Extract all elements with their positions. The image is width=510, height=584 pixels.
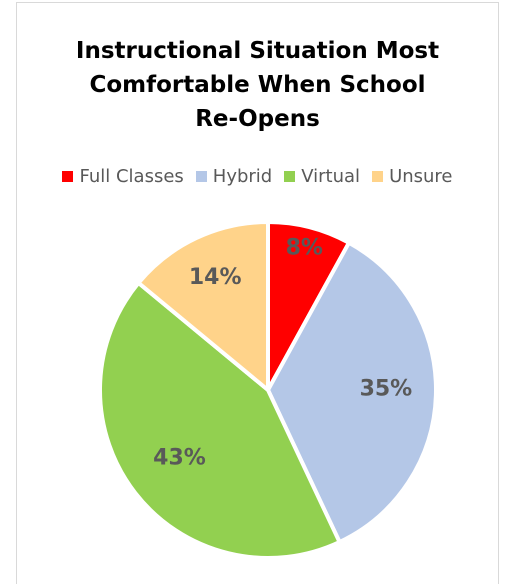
data-label-virtual: 43% bbox=[153, 446, 206, 471]
legend-item-virtual: Virtual bbox=[284, 166, 360, 187]
chart-title-line-1: Instructional Situation Most bbox=[75, 38, 440, 64]
chart-title: Instructional Situation Most Comfortable… bbox=[16, 34, 499, 136]
legend-swatch-unsure bbox=[372, 171, 384, 182]
data-label-full-classes: 8% bbox=[286, 236, 323, 261]
chart-title-line-2: Comfortable When School bbox=[89, 72, 426, 98]
legend-label-virtual: Virtual bbox=[301, 166, 361, 187]
legend-item-hybrid: Hybrid bbox=[195, 166, 273, 187]
legend-swatch-virtual bbox=[284, 171, 296, 182]
pie-slice-virtual bbox=[97, 280, 342, 561]
data-label-hybrid: 35% bbox=[360, 377, 413, 402]
chart-title-line-3: Re-Opens bbox=[195, 106, 320, 132]
legend-swatch-full-classes bbox=[62, 171, 74, 182]
legend-item-full-classes: Full Classes bbox=[62, 166, 184, 187]
chart-legend: Full Classes Hybrid Virtual Unsure bbox=[16, 166, 499, 187]
legend-label-hybrid: Hybrid bbox=[212, 166, 273, 187]
data-label-unsure: 14% bbox=[189, 265, 242, 290]
legend-label-unsure: Unsure bbox=[389, 166, 453, 187]
pie-slice-hybrid bbox=[266, 240, 438, 545]
pie-labels: 8% 35% 43% 14% bbox=[153, 236, 412, 471]
pie-slice-unsure bbox=[136, 220, 270, 392]
pie-slices bbox=[97, 220, 438, 561]
legend-label-full-classes: Full Classes bbox=[79, 166, 184, 187]
legend-item-unsure: Unsure bbox=[372, 166, 453, 187]
legend-swatch-hybrid bbox=[195, 171, 207, 182]
